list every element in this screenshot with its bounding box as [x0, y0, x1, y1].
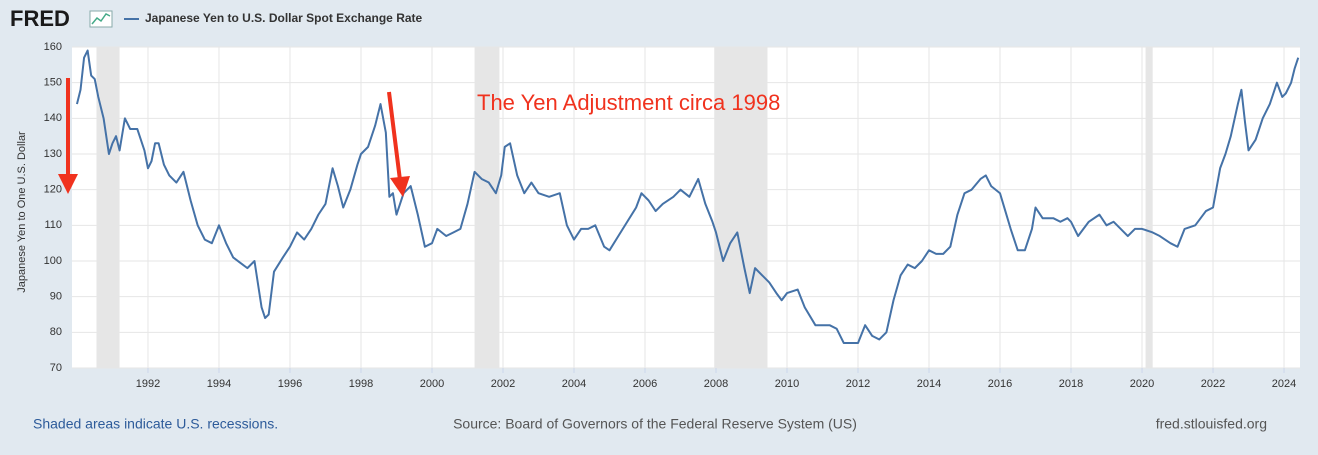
y-tick-label: 110	[44, 219, 62, 231]
y-tick-label: 100	[44, 255, 62, 267]
arrow	[387, 91, 410, 197]
x-tick-label: 2016	[988, 378, 1012, 390]
x-tick-label: 2004	[562, 378, 586, 390]
recession-note: Shaded areas indicate U.S. recessions.	[33, 416, 278, 432]
y-tick-label: 140	[44, 112, 62, 124]
x-tick-label: 2002	[491, 378, 515, 390]
x-tick-label: 1992	[136, 378, 160, 390]
x-tick-label: 2022	[1201, 378, 1225, 390]
recession-layer	[96, 47, 1153, 368]
x-tick-label: 2010	[775, 378, 799, 390]
x-tick-label: 2020	[1130, 378, 1154, 390]
y-tick-label: 120	[44, 184, 62, 196]
logo-icon	[89, 10, 113, 28]
line-layer	[75, 49, 1300, 345]
plot-area	[72, 47, 1300, 368]
source: Source: Board of Governors of the Federa…	[453, 416, 857, 432]
y-tick-label: 80	[50, 326, 62, 338]
y-tick-label: 150	[44, 77, 62, 89]
x-tick-label: 2006	[633, 378, 657, 390]
x-tick-label: 2012	[846, 378, 870, 390]
y-axis-label: Japanese Yen to One U.S. Dollar	[16, 131, 28, 293]
arrow	[58, 78, 78, 194]
recession-band	[1145, 47, 1153, 368]
recession-band	[714, 47, 768, 368]
recession-band	[474, 47, 500, 368]
x-tick-label: 2008	[704, 378, 728, 390]
logo: FRED	[10, 6, 70, 31]
x-tick-label: 2024	[1272, 378, 1296, 390]
data-line	[75, 49, 1300, 345]
y-tick-label: 90	[50, 291, 62, 303]
y-tick-label: 130	[44, 148, 62, 160]
y-tick-label: 160	[44, 41, 62, 53]
grid-layer	[72, 46, 1300, 369]
x-tick-label: 1996	[278, 378, 302, 390]
site-url: fred.stlouisfed.org	[1156, 416, 1267, 432]
recession-band	[96, 47, 120, 368]
annotation: The Yen Adjustment circa 1998	[477, 90, 780, 115]
x-tick-label: 1994	[207, 378, 231, 390]
x-tick-label: 2014	[917, 378, 941, 390]
x-tick-label: 2000	[420, 378, 444, 390]
x-tick-label: 2018	[1059, 378, 1083, 390]
x-tick-label: 1998	[349, 378, 373, 390]
legend-label: Japanese Yen to U.S. Dollar Spot Exchang…	[145, 11, 423, 25]
y-tick-label: 70	[50, 362, 62, 374]
